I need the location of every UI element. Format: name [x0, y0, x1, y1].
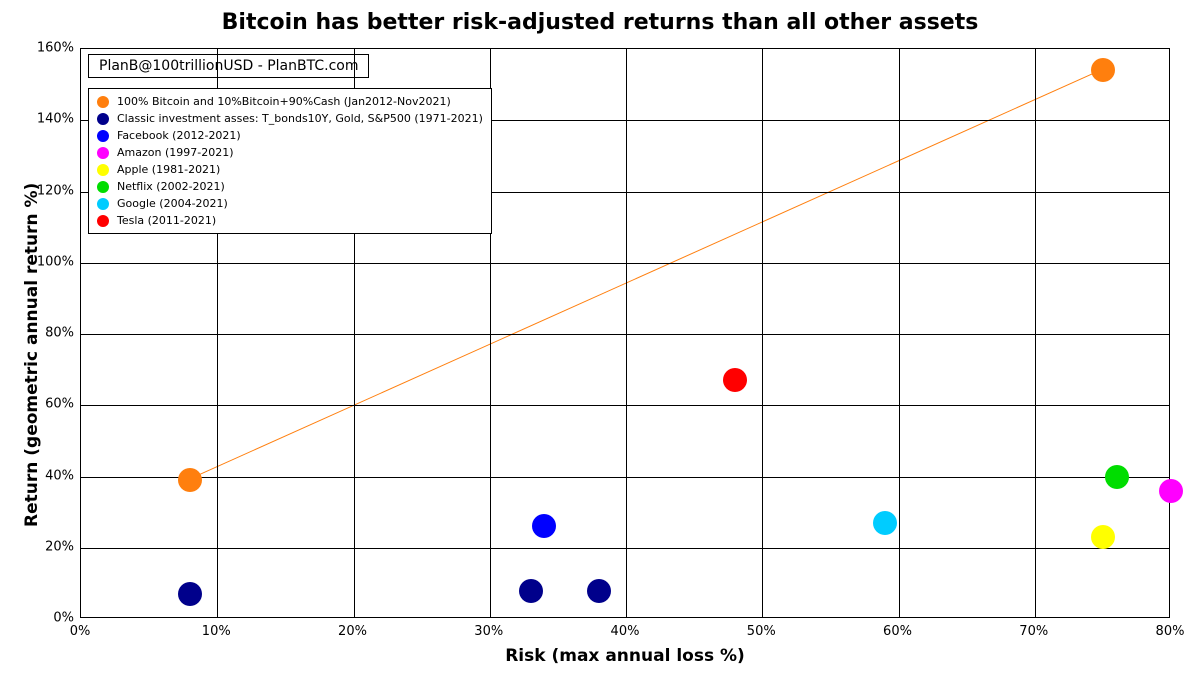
- y-tick-label: 160%: [34, 41, 74, 56]
- marker-classic: [519, 579, 543, 603]
- grid-line-h: [81, 334, 1169, 335]
- legend-swatch: [97, 164, 109, 176]
- legend-swatch: [97, 215, 109, 227]
- marker-facebook: [532, 514, 556, 538]
- y-tick-label: 0%: [34, 611, 74, 626]
- legend-item-netflix: Netflix (2002-2021): [97, 178, 483, 195]
- legend-item-google: Google (2004-2021): [97, 195, 483, 212]
- legend-swatch: [97, 181, 109, 193]
- marker-bitcoin: [178, 468, 202, 492]
- y-tick-label: 20%: [34, 539, 74, 554]
- y-tick-label: 60%: [34, 397, 74, 412]
- x-tick-label: 80%: [1156, 624, 1185, 639]
- y-tick-label: 140%: [34, 112, 74, 127]
- legend-item-apple: Apple (1981-2021): [97, 161, 483, 178]
- legend-item-amazon: Amazon (1997-2021): [97, 144, 483, 161]
- marker-classic: [587, 579, 611, 603]
- legend-label: Classic investment asses: T_bonds10Y, Go…: [117, 110, 483, 127]
- grid-line-v: [1035, 49, 1036, 617]
- legend-swatch: [97, 130, 109, 142]
- marker-classic: [178, 582, 202, 606]
- legend-swatch: [97, 198, 109, 210]
- x-tick-label: 50%: [747, 624, 776, 639]
- grid-line-h: [81, 477, 1169, 478]
- marker-amazon: [1159, 479, 1183, 503]
- x-tick-label: 40%: [611, 624, 640, 639]
- grid-line-h: [81, 548, 1169, 549]
- marker-bitcoin: [1091, 58, 1115, 82]
- y-tick-label: 80%: [34, 326, 74, 341]
- x-tick-label: 70%: [1019, 624, 1048, 639]
- grid-line-v: [899, 49, 900, 617]
- marker-google: [873, 511, 897, 535]
- marker-netflix: [1105, 465, 1129, 489]
- y-tick-label: 40%: [34, 468, 74, 483]
- x-axis-label: Risk (max annual loss %): [80, 646, 1170, 666]
- legend-label: Apple (1981-2021): [117, 161, 220, 178]
- legend-label: Amazon (1997-2021): [117, 144, 234, 161]
- x-tick-label: 0%: [70, 624, 91, 639]
- legend-swatch: [97, 147, 109, 159]
- legend: 100% Bitcoin and 10%Bitcoin+90%Cash (Jan…: [88, 88, 492, 234]
- legend-label: 100% Bitcoin and 10%Bitcoin+90%Cash (Jan…: [117, 93, 451, 110]
- legend-item-bitcoin: 100% Bitcoin and 10%Bitcoin+90%Cash (Jan…: [97, 93, 483, 110]
- legend-swatch: [97, 113, 109, 125]
- x-tick-label: 10%: [202, 624, 231, 639]
- grid-line-h: [81, 263, 1169, 264]
- grid-line-v: [626, 49, 627, 617]
- legend-item-facebook: Facebook (2012-2021): [97, 127, 483, 144]
- x-tick-label: 30%: [474, 624, 503, 639]
- chart-container: Bitcoin has better risk-adjusted returns…: [0, 0, 1200, 675]
- grid-line-v: [762, 49, 763, 617]
- grid-line-h: [81, 405, 1169, 406]
- chart-title: Bitcoin has better risk-adjusted returns…: [0, 10, 1200, 35]
- legend-item-classic: Classic investment asses: T_bonds10Y, Go…: [97, 110, 483, 127]
- legend-label: Tesla (2011-2021): [117, 212, 216, 229]
- legend-item-tesla: Tesla (2011-2021): [97, 212, 483, 229]
- marker-tesla: [723, 368, 747, 392]
- y-tick-label: 100%: [34, 254, 74, 269]
- legend-label: Facebook (2012-2021): [117, 127, 241, 144]
- x-tick-label: 20%: [338, 624, 367, 639]
- legend-label: Netflix (2002-2021): [117, 178, 225, 195]
- marker-apple: [1091, 525, 1115, 549]
- legend-label: Google (2004-2021): [117, 195, 228, 212]
- legend-swatch: [97, 96, 109, 108]
- x-tick-label: 60%: [883, 624, 912, 639]
- y-tick-label: 120%: [34, 183, 74, 198]
